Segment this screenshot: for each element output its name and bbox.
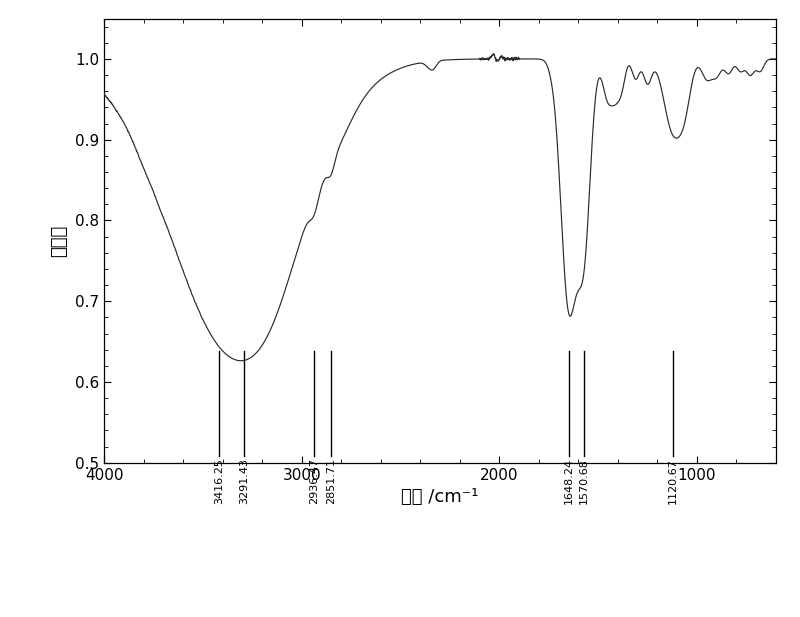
Text: 3291.43: 3291.43 <box>239 458 249 504</box>
Text: 2851.71: 2851.71 <box>326 458 336 504</box>
Text: 1570.68: 1570.68 <box>579 458 589 503</box>
Text: 2936.47: 2936.47 <box>310 458 319 504</box>
Text: 1648.24: 1648.24 <box>564 458 574 504</box>
Text: 3416.25: 3416.25 <box>214 458 224 503</box>
Y-axis label: 透过率: 透过率 <box>50 225 68 257</box>
Text: 1120.67: 1120.67 <box>668 458 678 503</box>
X-axis label: 波长 /cm⁻¹: 波长 /cm⁻¹ <box>402 488 478 506</box>
